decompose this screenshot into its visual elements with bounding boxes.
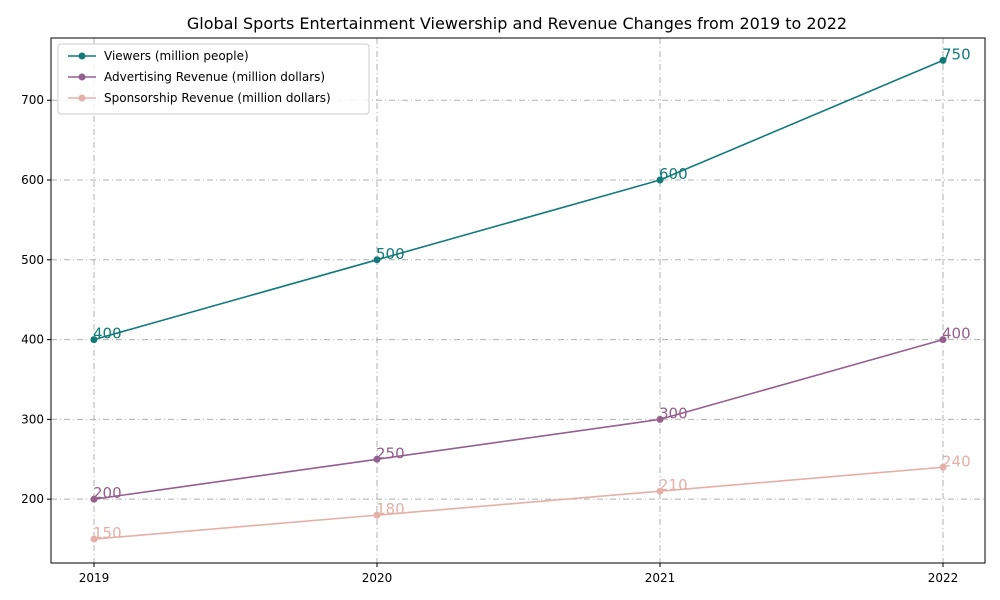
data-point [656,176,664,184]
y-tick-label: 400 [21,333,44,347]
data-label: 150 [93,524,122,542]
data-labels: 400 500 600 750 200 250 300 400 150 180 210 240 [93,45,971,542]
y-axis: 200 300 400 500 600 700 [21,93,51,506]
legend-label: Viewers (million people) [104,49,249,63]
series-line [93,466,944,540]
x-tick-label: 2019 [79,571,110,585]
data-label: 400 [942,325,971,343]
data-label: 180 [376,500,405,518]
y-tick-label: 500 [21,253,44,267]
data-label: 200 [93,484,122,502]
x-axis: 2019 2020 2021 2022 [79,563,959,585]
data-point [90,495,98,503]
data-label: 400 [93,325,122,343]
x-tick-label: 2021 [645,571,676,585]
legend-label: Advertising Revenue (million dollars) [104,70,325,84]
y-tick-label: 300 [21,412,44,426]
y-tick-label: 700 [21,93,44,107]
data-point [656,487,664,495]
data-label: 240 [942,452,971,470]
data-label: 500 [376,245,405,263]
legend-box [57,43,370,115]
series-line [93,59,944,341]
data-label: 250 [376,444,405,462]
data-label: 210 [659,476,688,494]
legend-swatch-marker [78,94,86,102]
data-point [90,336,98,344]
data-label: 600 [659,165,688,183]
y-tick-label: 200 [21,492,44,506]
legend-swatch-marker [78,73,86,81]
legend-swatch-marker [78,52,86,60]
data-point [656,415,664,423]
plot-frame [50,37,986,564]
data-point [90,535,98,543]
data-point [939,336,947,344]
y-tick-label: 600 [21,173,44,187]
grid [51,38,985,563]
series-line [93,338,944,500]
chart-title: Global Sports Entertainment Viewership a… [187,14,847,33]
data-point [939,56,947,64]
data-point [373,455,381,463]
x-tick-label: 2020 [362,571,393,585]
data-label: 750 [942,45,971,63]
data-point [939,463,947,471]
data-point [373,256,381,264]
series-group [90,56,947,543]
legend-label: Sponsorship Revenue (million dollars) [104,91,331,105]
data-label: 300 [659,404,688,422]
legend: Viewers (million people) Advertising Reve… [57,43,370,115]
x-tick-label: 2022 [928,571,959,585]
data-point [373,511,381,519]
